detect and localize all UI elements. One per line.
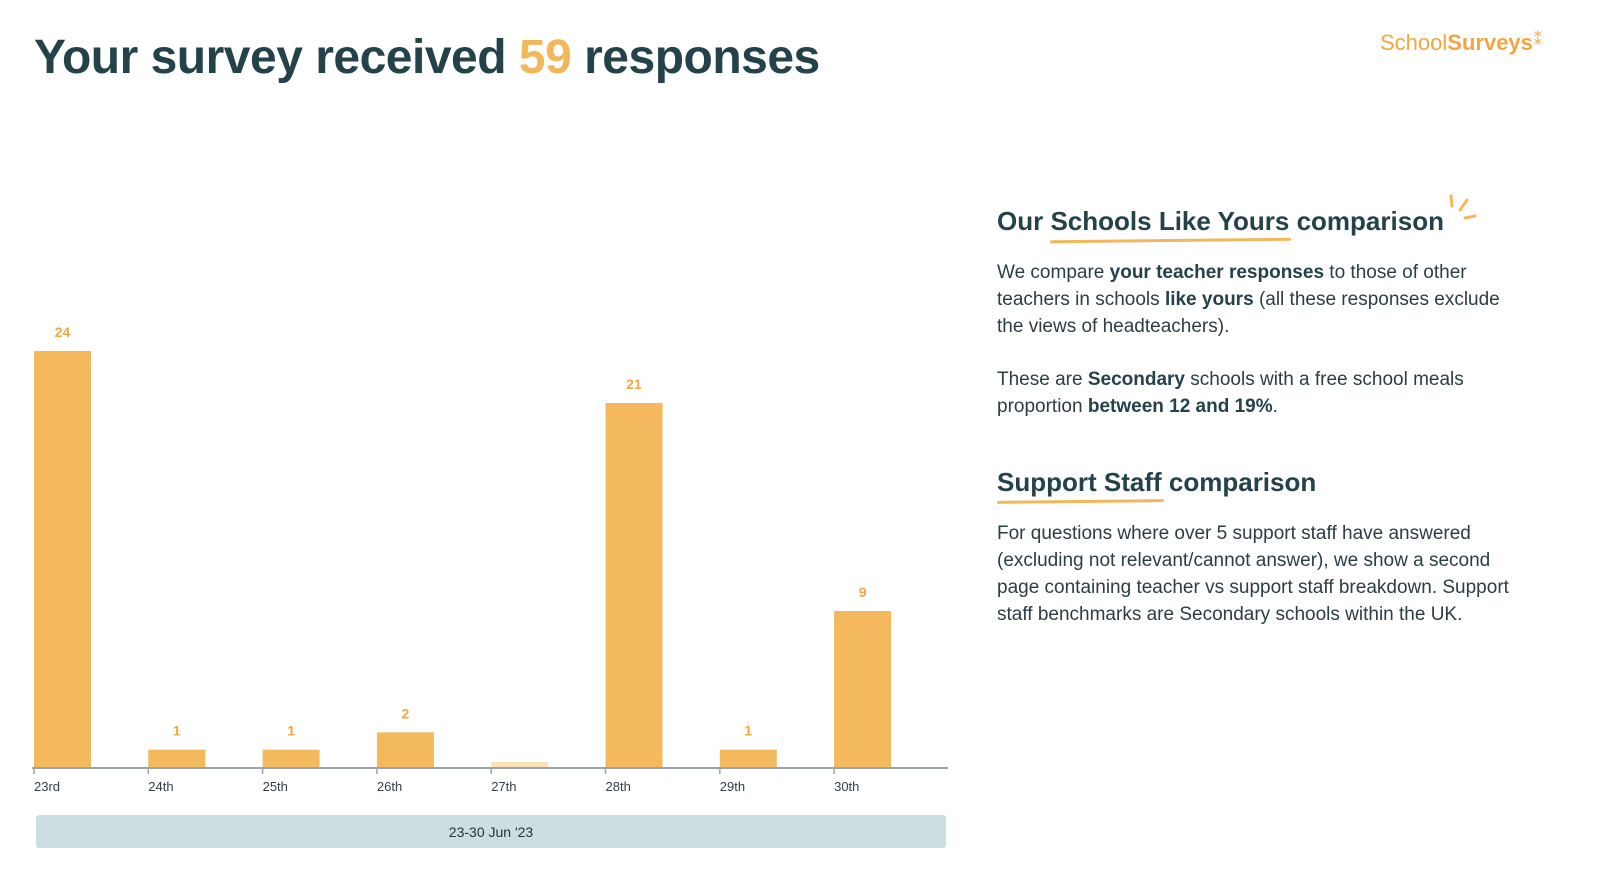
x-tick-label-27th: 27th bbox=[491, 779, 516, 794]
bar-value-label-30th: 9 bbox=[859, 584, 867, 600]
date-range-band: 23-30 Jun '23 bbox=[36, 815, 946, 848]
bar-value-label-26th: 2 bbox=[402, 705, 410, 721]
bar-28th bbox=[605, 403, 663, 767]
date-range-label: 23-30 Jun '23 bbox=[448, 823, 534, 840]
schools-like-yours-panel: Our Schools Like Yours comparison We com… bbox=[997, 194, 1517, 420]
responses-bar-chart: 24 23rd 1 24th 1 25th 2 26th 27th 21 28th 1 29th 9 30t… bbox=[32, 324, 948, 794]
x-tick-label-26th: 26th bbox=[377, 779, 402, 794]
support-staff-paragraph: For questions where over 5 support staff… bbox=[997, 523, 1509, 625]
bar-25th bbox=[262, 749, 320, 767]
bar-29th bbox=[719, 749, 777, 767]
schools-like-yours-paragraph-2: These are Secondary schools with a free … bbox=[997, 369, 1464, 417]
title-prefix: Your survey received bbox=[34, 31, 507, 84]
bar-value-label-28th: 21 bbox=[626, 376, 642, 392]
page-title: Your survey received 59 responses bbox=[34, 30, 820, 85]
school-surveys-logo: SchoolSurveys⁑ bbox=[1380, 30, 1542, 55]
bar-27th bbox=[491, 762, 549, 767]
heading-underline-text: Schools Like Yours bbox=[1050, 206, 1290, 236]
x-tick-label-30th: 30th bbox=[834, 779, 859, 794]
sparkle-icon bbox=[1449, 194, 1477, 220]
bar-value-label-25th: 1 bbox=[287, 723, 295, 739]
bar-24th bbox=[148, 749, 206, 767]
bar-23rd bbox=[34, 351, 91, 767]
support-staff-heading: Support Staff comparison bbox=[997, 467, 1317, 497]
schools-like-yours-heading: Our Schools Like Yours comparison bbox=[997, 194, 1517, 237]
x-tick-label-25th: 25th bbox=[263, 779, 288, 794]
bar-26th bbox=[376, 732, 434, 767]
bar-30th bbox=[834, 611, 892, 767]
x-tick-label-24th: 24th bbox=[148, 779, 173, 794]
bar-value-label-24th: 1 bbox=[173, 723, 181, 739]
support-staff-panel: Support Staff comparison For questions w… bbox=[997, 467, 1517, 628]
bar-value-label-29th: 1 bbox=[744, 723, 752, 739]
title-suffix: responses bbox=[584, 31, 820, 84]
x-tick-label-28th: 28th bbox=[606, 779, 631, 794]
schools-like-yours-paragraph-1: We compare your teacher responses to tho… bbox=[997, 262, 1500, 337]
bar-value-label-23rd: 24 bbox=[55, 324, 71, 340]
x-tick-label-23rd: 23rd bbox=[34, 779, 60, 794]
heading-underline-text: Support Staff bbox=[997, 467, 1162, 497]
response-count: 59 bbox=[518, 31, 572, 84]
x-tick-label-29th: 29th bbox=[720, 779, 745, 794]
